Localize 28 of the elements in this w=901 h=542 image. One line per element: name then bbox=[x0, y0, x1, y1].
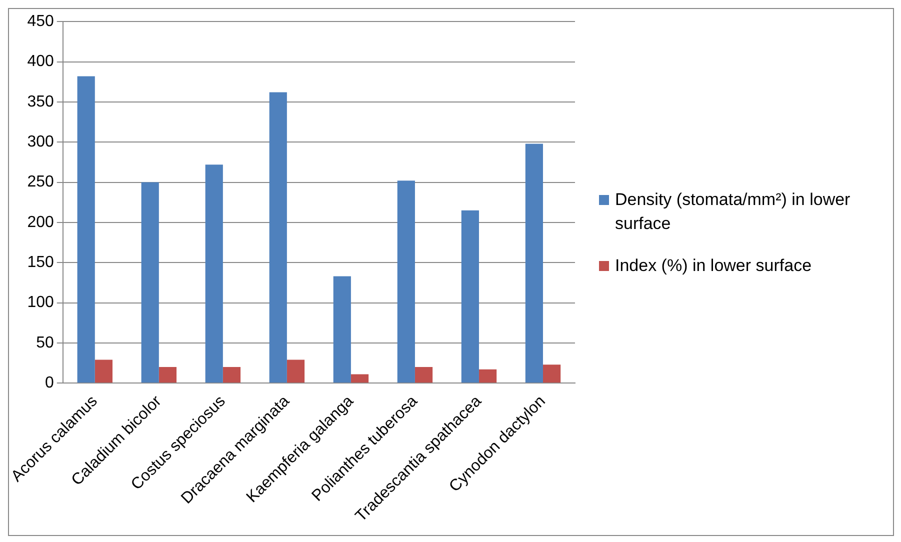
y-tick-label: 150 bbox=[27, 254, 54, 271]
bar bbox=[205, 164, 223, 383]
y-tick-label: 200 bbox=[27, 214, 54, 231]
y-tick-label: 350 bbox=[27, 93, 54, 110]
y-tick-label: 450 bbox=[27, 13, 54, 30]
bar bbox=[542, 364, 561, 383]
bar bbox=[286, 360, 305, 383]
bar bbox=[141, 182, 159, 383]
bar bbox=[269, 92, 287, 383]
y-tick-label: 100 bbox=[27, 294, 54, 312]
legend-label: Index (%) in lower surface bbox=[615, 255, 813, 277]
bar bbox=[94, 360, 113, 383]
bar bbox=[478, 369, 497, 383]
bar bbox=[350, 374, 369, 383]
bar bbox=[222, 367, 241, 383]
bar bbox=[397, 180, 415, 383]
y-tick-label: 400 bbox=[27, 53, 54, 70]
bar bbox=[158, 367, 177, 383]
y-tick-label: 250 bbox=[27, 174, 54, 191]
bar bbox=[525, 144, 543, 383]
y-tick-label: 50 bbox=[36, 334, 54, 352]
y-tick-label: 300 bbox=[27, 134, 54, 150]
bar bbox=[414, 367, 433, 383]
y-tick-label: 0 bbox=[44, 374, 54, 392]
bar bbox=[461, 210, 479, 383]
legend-label: Density (stomata/mm²) in lower surface bbox=[615, 189, 852, 235]
bar bbox=[77, 76, 95, 383]
bar bbox=[333, 276, 351, 383]
